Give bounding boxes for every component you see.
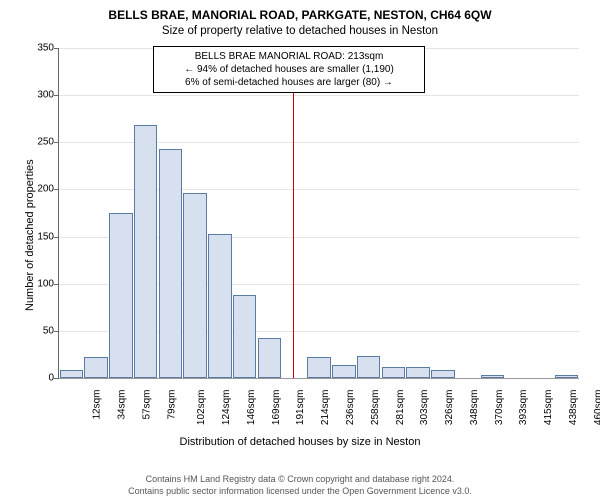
xtick-label: 236sqm	[345, 390, 356, 426]
histogram-bar	[332, 365, 356, 378]
xtick-label: 34sqm	[117, 390, 128, 420]
ytick-label: 0	[24, 373, 54, 384]
histogram-bar	[109, 213, 133, 378]
xtick-label: 102sqm	[197, 390, 208, 426]
xtick-label: 124sqm	[221, 390, 232, 426]
xtick-label: 348sqm	[469, 390, 480, 426]
ytick-label: 350	[24, 43, 54, 54]
annotation-box: BELLS BRAE MANORIAL ROAD: 213sqm ← 94% o…	[153, 46, 425, 93]
histogram-bar	[233, 295, 257, 378]
xtick-label: 258sqm	[370, 390, 381, 426]
chart-container: BELLS BRAE, MANORIAL ROAD, PARKGATE, NES…	[0, 0, 600, 500]
xtick-label: 460sqm	[593, 390, 600, 426]
annotation-line2: ← 94% of detached houses are smaller (1,…	[160, 63, 418, 76]
xtick-label: 326sqm	[444, 390, 455, 426]
histogram-bar	[60, 370, 84, 378]
xtick-label: 214sqm	[320, 390, 331, 426]
histogram-bar	[431, 370, 455, 378]
footer-line2: Contains public sector information licen…	[0, 486, 600, 496]
histogram-bar	[481, 375, 505, 378]
xtick-label: 191sqm	[296, 390, 307, 426]
xtick-label: 57sqm	[141, 390, 152, 420]
xtick-label: 12sqm	[92, 390, 103, 420]
ytick-label: 50	[24, 325, 54, 336]
histogram-bar	[357, 356, 381, 378]
histogram-bar	[307, 357, 331, 378]
xtick-label: 79sqm	[166, 390, 177, 420]
xtick-label: 393sqm	[518, 390, 529, 426]
xtick-label: 438sqm	[568, 390, 579, 426]
ytick-label: 300	[24, 90, 54, 101]
xtick-label: 169sqm	[271, 390, 282, 426]
y-axis-label: Number of detached properties	[24, 111, 36, 311]
histogram-bar	[183, 193, 207, 378]
x-axis-label: Distribution of detached houses by size …	[0, 436, 600, 448]
xtick-label: 146sqm	[246, 390, 257, 426]
reference-line	[293, 48, 294, 378]
xtick-label: 303sqm	[419, 390, 430, 426]
histogram-bar	[406, 367, 430, 378]
histogram-bar	[382, 367, 406, 378]
histogram-bar	[555, 375, 579, 378]
histogram-bar	[258, 338, 282, 378]
plot-area	[58, 48, 579, 379]
histogram-bar	[134, 125, 158, 378]
annotation-line1: BELLS BRAE MANORIAL ROAD: 213sqm	[160, 50, 418, 63]
xtick-label: 281sqm	[395, 390, 406, 426]
histogram-bar	[208, 234, 232, 378]
histogram-bar	[84, 357, 108, 378]
xtick-label: 415sqm	[543, 390, 554, 426]
footer-line1: Contains HM Land Registry data © Crown c…	[0, 474, 600, 484]
histogram-bar	[159, 149, 183, 378]
xtick-label: 370sqm	[494, 390, 505, 426]
annotation-line3: 6% of semi-detached houses are larger (8…	[160, 76, 418, 89]
